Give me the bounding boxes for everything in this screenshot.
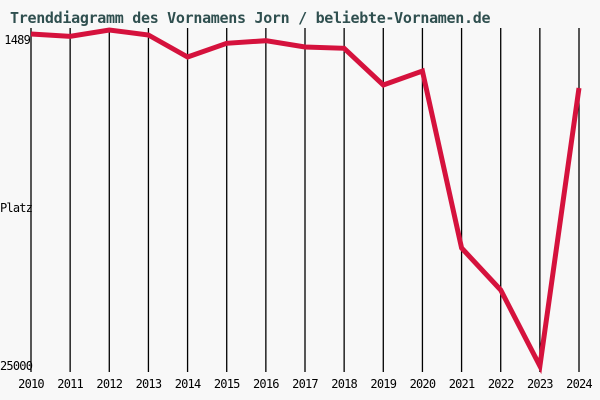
- x-tick-label-2023: 2023: [526, 377, 554, 391]
- y-axis-title: Platz: [0, 201, 33, 215]
- x-tick-label-2024: 2024: [566, 377, 593, 391]
- y-axis-max-label: 1489: [4, 33, 31, 47]
- chart-title: Trenddiagramm des Vornamens Jorn / belie…: [10, 9, 491, 27]
- x-tick-label-2012: 2012: [96, 377, 123, 391]
- y-axis-min-label: 25000: [0, 359, 33, 373]
- x-tick-label-2011: 2011: [57, 377, 84, 391]
- x-tick-label-2016: 2016: [252, 377, 280, 391]
- x-tick-label-2015: 2015: [213, 377, 241, 391]
- x-tick-label-2020: 2020: [409, 377, 437, 391]
- x-tick-label-2022: 2022: [487, 377, 515, 391]
- trend-line: [30, 27, 582, 375]
- x-tick-label-2013: 2013: [135, 377, 163, 391]
- x-tick-label-2010: 2010: [18, 377, 45, 391]
- x-tick-label-2017: 2017: [292, 377, 319, 391]
- x-tick-label-2014: 2014: [174, 377, 202, 391]
- x-tick-label-2018: 2018: [331, 377, 358, 391]
- x-tick-label-2021: 2021: [448, 377, 476, 391]
- x-tick-label-2019: 2019: [370, 377, 397, 391]
